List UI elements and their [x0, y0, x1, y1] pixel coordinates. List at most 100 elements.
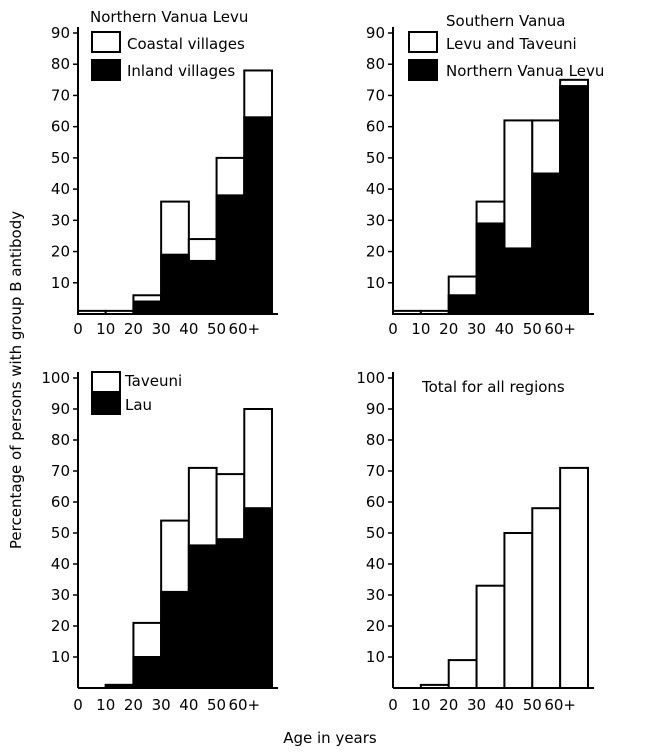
x-tick-label: 20 [439, 696, 458, 714]
bar-black [160, 590, 190, 690]
x-tick-label: 50 [523, 320, 542, 338]
panel-title: Total for all regions [421, 378, 565, 396]
x-tick-label: 50 [523, 696, 542, 714]
x-tick-label: 20 [439, 320, 458, 338]
y-tick-label: 30 [366, 211, 385, 229]
y-tick-label: 80 [366, 55, 385, 73]
y-tick-label: 10 [51, 648, 70, 666]
y-tick-label: 60 [366, 493, 385, 511]
x-tick-label: 0 [388, 696, 398, 714]
y-axis-label: Percentage of persons with group B antib… [7, 211, 25, 549]
y-tick-label: 20 [366, 617, 385, 635]
y-tick-label: 80 [51, 431, 70, 449]
bar-black [215, 538, 246, 690]
y-tick-label: 10 [366, 648, 385, 666]
y-tick-label: 90 [366, 24, 385, 42]
y-tick-label: 30 [366, 586, 385, 604]
y-tick-label: 50 [51, 149, 70, 167]
x-tick-label: 20 [124, 320, 143, 338]
y-tick-label: 20 [51, 243, 70, 261]
y-tick-label: 60 [51, 118, 70, 136]
y-tick-label: 50 [51, 524, 70, 542]
legend-label: Levu and Taveuni [446, 35, 577, 53]
x-tick-label: 30 [467, 320, 486, 338]
x-tick-label: 10 [96, 320, 115, 338]
x-tick-label: 10 [96, 696, 115, 714]
bar-black [132, 656, 163, 689]
legend-swatch [408, 59, 438, 81]
x-tick-label: 40 [179, 696, 198, 714]
y-tick-label: 10 [51, 274, 70, 292]
y-tick-label: 20 [51, 617, 70, 635]
y-tick-label: 100 [41, 369, 70, 387]
y-tick-label: 70 [51, 462, 70, 480]
y-tick-label: 90 [51, 400, 70, 418]
legend-label: Inland villages [127, 62, 235, 80]
x-tick-label: 30 [152, 320, 171, 338]
x-tick-label: 0 [388, 320, 398, 338]
x-tick-label: 40 [179, 320, 198, 338]
bar-black [243, 507, 274, 690]
bar-white [531, 507, 562, 690]
y-tick-label: 80 [51, 55, 70, 73]
y-tick-label: 10 [366, 274, 385, 292]
legend-swatch [91, 371, 121, 393]
bar-black [187, 544, 218, 690]
y-tick-label: 40 [51, 555, 70, 573]
y-tick-label: 60 [51, 493, 70, 511]
bar-white [475, 584, 506, 690]
x-tick-label: 50 [207, 320, 226, 338]
bar-black [187, 259, 218, 315]
y-tick-label: 50 [366, 524, 385, 542]
legend-label: Northern Vanua Levu [446, 62, 604, 80]
x-tick-label: 60+ [544, 696, 576, 714]
bar-black [132, 300, 163, 315]
legend-label: Taveuni [124, 372, 182, 390]
legend-label: Southern Vanua [446, 12, 566, 30]
x-tick-label: 40 [495, 696, 514, 714]
x-tick-label: 60+ [544, 320, 576, 338]
y-tick-label: 40 [366, 180, 385, 198]
legend-swatch [91, 31, 121, 53]
bar-white [503, 532, 534, 689]
y-tick-label: 50 [366, 149, 385, 167]
legend-label: Coastal villages [127, 35, 245, 53]
y-tick-label: 40 [366, 555, 385, 573]
y-tick-label: 70 [51, 86, 70, 104]
x-tick-label: 50 [207, 696, 226, 714]
bar-black [531, 172, 562, 315]
y-tick-label: 30 [51, 211, 70, 229]
y-tick-label: 30 [51, 586, 70, 604]
x-tick-label: 0 [73, 320, 83, 338]
bar-black [447, 294, 478, 315]
x-tick-label: 40 [495, 320, 514, 338]
y-tick-label: 70 [366, 462, 385, 480]
bar-black [243, 116, 274, 315]
y-tick-label: 90 [51, 24, 70, 42]
y-tick-label: 70 [366, 86, 385, 104]
y-tick-label: 80 [366, 431, 385, 449]
legend-swatch [408, 31, 438, 53]
y-tick-label: 100 [356, 369, 385, 387]
x-tick-label: 30 [467, 696, 486, 714]
x-tick-label: 20 [124, 696, 143, 714]
y-tick-label: 60 [366, 118, 385, 136]
bar-black [559, 85, 590, 315]
legend-swatch [91, 59, 121, 81]
bar-black [475, 222, 506, 315]
bar-black [160, 253, 190, 316]
bar-white [559, 466, 590, 689]
legend-label: Lau [125, 396, 152, 414]
x-tick-label: 10 [411, 320, 430, 338]
bar-black [215, 194, 246, 316]
panel-title: Northern Vanua Levu [90, 8, 248, 26]
y-tick-label: 20 [366, 243, 385, 261]
legend-swatch [91, 393, 121, 415]
x-tick-label: 30 [152, 696, 171, 714]
bar-black [503, 247, 534, 315]
y-tick-label: 90 [366, 400, 385, 418]
